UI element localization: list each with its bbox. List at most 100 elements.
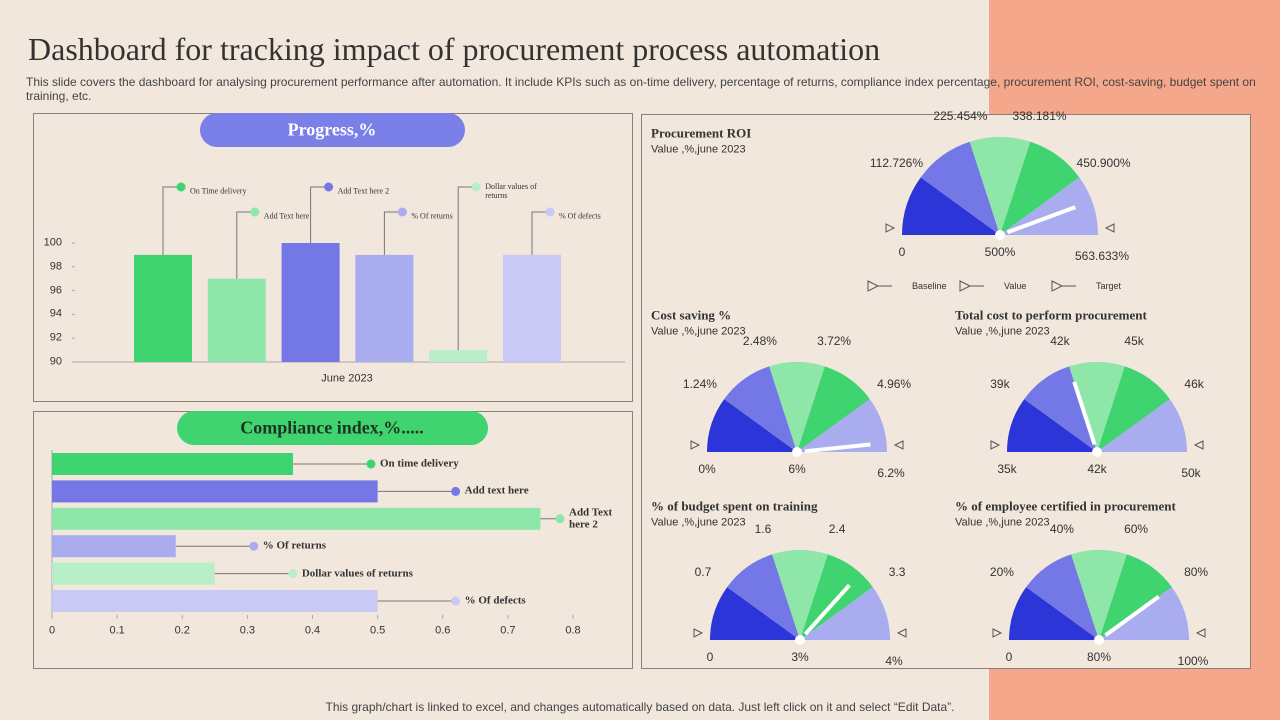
gauge-value: 6% — [788, 462, 806, 477]
gauge-band — [1000, 141, 1080, 235]
gauge-tick-label: 46k — [1184, 377, 1204, 392]
baseline-marker — [992, 628, 1003, 638]
gauge-needle — [1006, 205, 1077, 235]
legend-dot — [366, 459, 376, 469]
x-tick-label: 0.4 — [304, 624, 321, 637]
y-tick-label: 100 — [43, 236, 62, 249]
chart-title: Cost saving % — [651, 307, 732, 323]
chart-title: Compliance index,%..... — [240, 417, 424, 438]
x-tick-label: June 2023 — [321, 372, 373, 385]
gauge-band — [797, 366, 870, 452]
footer-note: This graph/chart is linked to excel, and… — [325, 700, 955, 715]
chart-subtitle: Value ,%,june 2023 — [955, 516, 1050, 529]
bar — [52, 590, 378, 612]
gauge-tick-label: 3.3 — [888, 565, 906, 580]
gauge-hub — [1092, 447, 1102, 457]
bar — [503, 254, 561, 362]
legend-label: On Time delivery — [190, 186, 247, 196]
gauge-band — [969, 137, 1031, 235]
leader-line — [457, 186, 477, 351]
gauge-min: 0 — [1005, 650, 1013, 665]
target-marker — [896, 628, 907, 638]
bar — [52, 535, 176, 558]
gauge-tick-label: 2.4 — [828, 521, 846, 536]
y-tick-label: 90 — [49, 355, 62, 368]
legend-dot — [324, 182, 334, 192]
leader-line — [531, 211, 550, 255]
leader-line — [383, 211, 403, 255]
gauge-needle — [1104, 595, 1160, 637]
gauge-tick-label: 2.48% — [742, 333, 777, 348]
legend-dot — [249, 541, 259, 551]
title-pill — [177, 411, 488, 445]
legend-label: Dollar values of returns — [485, 181, 537, 200]
gauge-band — [1069, 362, 1125, 452]
gauge-band — [707, 399, 797, 452]
x-tick-label: 0.3 — [239, 624, 256, 637]
legend-label: Add Text here — [263, 211, 310, 221]
bar — [355, 254, 414, 362]
legend-dot — [250, 207, 260, 217]
gauge-band — [1026, 554, 1099, 640]
chart-title: % of budget spent on training — [651, 498, 818, 514]
chart-subtitle: Value ,%,june 2023 — [651, 325, 746, 338]
legend-dot — [471, 182, 481, 192]
bar-label: Dollar values of returns — [301, 567, 413, 580]
gauge-band — [769, 362, 825, 452]
gauge-band — [1024, 366, 1097, 452]
legend-label: % Of defects — [559, 211, 601, 221]
x-tick-label: 0.8 — [565, 624, 581, 637]
gauge-tick-label: 20% — [989, 565, 1014, 580]
gauge-band — [1000, 177, 1098, 235]
legend-dot — [451, 486, 461, 496]
leader-line — [162, 186, 181, 255]
gauge-tick-label: 338.181% — [1012, 109, 1067, 124]
chart-title: Progress,% — [287, 119, 377, 140]
legend-marker — [959, 280, 984, 292]
x-tick-label: 0.7 — [500, 624, 516, 637]
baseline-marker — [693, 628, 704, 638]
baseline-marker — [885, 223, 896, 233]
gauge-band — [1099, 587, 1189, 640]
legend-label: % Of returns — [411, 211, 453, 221]
x-tick-label: 0.2 — [174, 624, 190, 637]
gauge-band — [902, 177, 1000, 235]
gauge-hub — [1094, 635, 1104, 645]
gauge-tick-label: 39k — [990, 377, 1010, 392]
bar — [52, 507, 541, 530]
bar-label: Add text here — [464, 485, 529, 498]
gauge-needle — [1072, 381, 1097, 446]
gauge-tick-label: 60% — [1124, 521, 1149, 536]
y-tick-label: 98 — [49, 260, 62, 273]
gauge-band — [727, 554, 800, 640]
gauge-band — [1097, 399, 1187, 452]
target-marker — [1193, 440, 1204, 450]
baseline-marker — [990, 440, 1001, 450]
gauge-value: 80% — [1086, 650, 1112, 665]
gauge-band — [1009, 587, 1099, 640]
chart-title: % of employee certified in procurement — [955, 498, 1176, 514]
gauge-band — [710, 587, 800, 640]
gauge-tick-label: 42k — [1050, 333, 1070, 348]
chart-title: Procurement ROI — [651, 125, 752, 141]
gauge-value: 3% — [791, 650, 809, 665]
gauge-band — [920, 141, 1000, 235]
gauge-band — [1007, 399, 1097, 452]
legend-label: Baseline — [912, 280, 947, 291]
target-marker — [1104, 223, 1115, 233]
leader-line — [236, 211, 255, 279]
legend-dot — [397, 207, 407, 217]
bar — [429, 350, 488, 362]
bar — [134, 254, 192, 362]
gauge-max: 563.633% — [1074, 249, 1130, 264]
legend-dot — [545, 207, 555, 217]
gauge-hub — [995, 230, 1005, 240]
bar — [52, 453, 293, 475]
gauge-tick-label: 40% — [1049, 521, 1074, 536]
y-tick-label: 92 — [49, 331, 62, 344]
bar — [52, 480, 378, 503]
gauge-value: 500% — [984, 245, 1016, 260]
gauge-max: 50k — [1181, 466, 1201, 481]
gauge-max: 4% — [885, 654, 903, 669]
